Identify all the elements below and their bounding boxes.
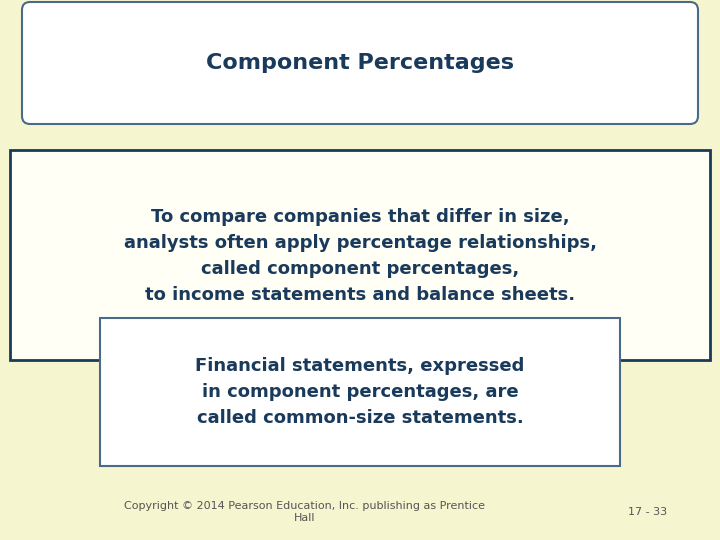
FancyBboxPatch shape — [10, 150, 710, 360]
Text: Component Percentages: Component Percentages — [206, 53, 514, 73]
Text: To compare companies that differ in size,
analysts often apply percentage relati: To compare companies that differ in size… — [124, 208, 596, 303]
Text: Financial statements, expressed
in component percentages, are
called common-size: Financial statements, expressed in compo… — [195, 357, 525, 427]
FancyBboxPatch shape — [22, 2, 698, 124]
FancyBboxPatch shape — [100, 318, 620, 466]
Text: 17 - 33: 17 - 33 — [629, 507, 667, 517]
Text: Copyright © 2014 Pearson Education, Inc. publishing as Prentice
Hall: Copyright © 2014 Pearson Education, Inc.… — [125, 501, 485, 523]
